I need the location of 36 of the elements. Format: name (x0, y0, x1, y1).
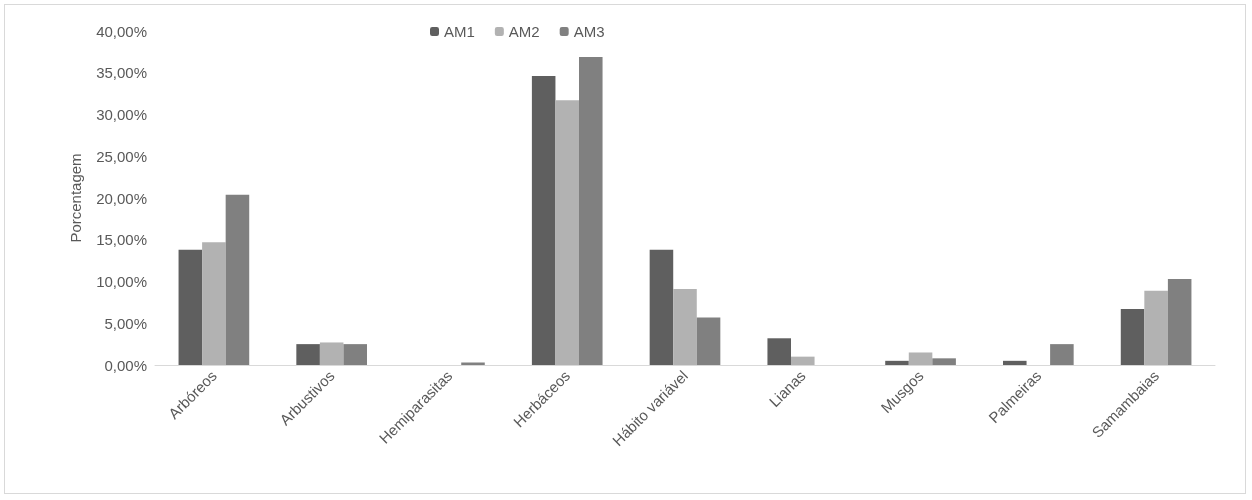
bar (767, 338, 791, 365)
bar (791, 356, 815, 365)
bar (319, 342, 344, 365)
bar (296, 344, 320, 365)
bar (461, 362, 485, 365)
bar (908, 352, 933, 365)
bar (579, 56, 603, 365)
y-tick-label: 35,00% (96, 64, 147, 82)
y-tick-label: 0,00% (104, 356, 147, 374)
bar (531, 76, 556, 365)
bar (178, 249, 203, 365)
bar (1120, 309, 1145, 365)
bar (225, 194, 250, 365)
y-tick-label: 10,00% (96, 273, 147, 290)
bar (932, 358, 956, 365)
y-tick-label: 5,00% (104, 314, 147, 332)
bar (555, 100, 579, 365)
bar (1167, 279, 1192, 365)
bar (673, 289, 697, 365)
bar (1050, 344, 1074, 365)
y-tick-label: 15,00% (96, 231, 147, 249)
y-tick-label: 25,00% (96, 147, 147, 165)
legend-label: AM2 (508, 23, 540, 40)
bar (343, 344, 367, 365)
bar (696, 317, 721, 365)
bar (202, 242, 226, 365)
y-tick-label: 20,00% (96, 189, 147, 207)
bar (885, 360, 909, 365)
y-axis-title: Porcentagem (67, 153, 84, 243)
y-tick-label: 40,00% (96, 22, 147, 40)
bar (1144, 290, 1168, 365)
legend-label: AM1 (444, 23, 475, 40)
y-tick-label: 30,00% (96, 106, 147, 123)
bar (649, 249, 674, 365)
bar (1003, 360, 1027, 365)
legend-label: AM3 (573, 23, 605, 40)
